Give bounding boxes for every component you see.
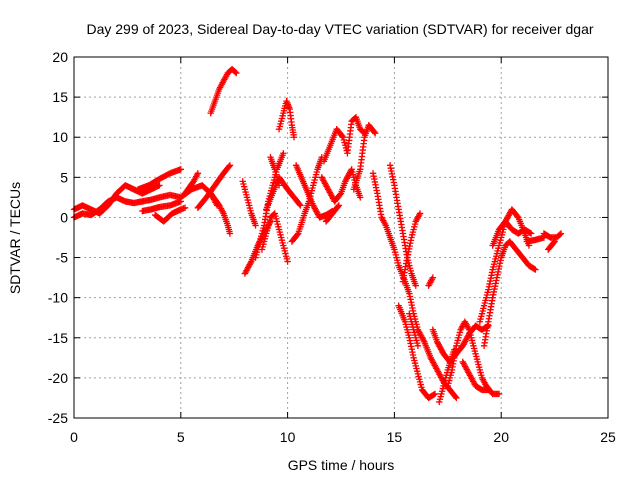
y-tick-label: 15: [52, 89, 68, 105]
data-point: [294, 231, 301, 238]
data-points: [70, 65, 565, 406]
data-point: [531, 265, 538, 273]
y-tick-label: -15: [48, 330, 68, 346]
data-point: [526, 229, 534, 237]
data-point: [551, 238, 558, 245]
data-point: [371, 128, 378, 136]
data-point: [275, 182, 283, 189]
x-axis-ticks: 0 5 10 15 20 25: [70, 57, 616, 445]
y-tick-label: -20: [48, 370, 68, 386]
data-point: [527, 230, 535, 237]
data-point: [280, 150, 287, 157]
data-point: [357, 194, 364, 201]
data-point: [177, 198, 184, 205]
plot-frame: [73, 56, 609, 419]
data-point: [156, 182, 163, 189]
data-point: [430, 391, 438, 398]
data-point: [284, 258, 291, 265]
y-tick-label: -25: [48, 410, 68, 426]
grid-lines: [74, 57, 608, 418]
data-point: [495, 390, 503, 398]
data-point: [431, 390, 439, 398]
data-point: [297, 202, 304, 209]
x-tick-label: 20: [493, 429, 509, 445]
x-axis-label: GPS time / hours: [288, 457, 395, 473]
chart-title: Day 299 of 2023, Sidereal Day-to-day VTE…: [86, 21, 593, 37]
data-point: [540, 234, 548, 241]
y-tick-label: 0: [60, 209, 68, 225]
x-tick-label: 10: [280, 429, 296, 445]
data-point: [334, 203, 342, 210]
data-point: [412, 282, 419, 289]
x-tick-label: 0: [70, 429, 78, 445]
y-tick-label: 5: [60, 169, 68, 185]
data-point: [414, 342, 422, 349]
data-point: [452, 393, 459, 400]
data-point: [339, 132, 346, 140]
y-tick-label: -10: [48, 290, 68, 306]
data-point: [335, 202, 343, 209]
y-tick-label: 10: [52, 129, 68, 145]
data-point: [556, 231, 564, 238]
data-point: [451, 346, 458, 354]
y-tick-label: -5: [56, 250, 69, 266]
data-point: [194, 170, 202, 177]
data-point: [225, 163, 233, 170]
data-point: [485, 386, 492, 394]
data-point: [226, 230, 234, 237]
data-point: [371, 130, 379, 137]
data-point: [557, 230, 565, 237]
data-point: [177, 166, 184, 173]
data-point: [252, 222, 259, 229]
data-point: [290, 134, 298, 141]
data-point: [532, 266, 539, 273]
data-point: [232, 68, 239, 76]
y-tick-label: 20: [52, 49, 68, 65]
data-point: [226, 162, 234, 169]
x-tick-label: 15: [387, 429, 403, 445]
data-point: [233, 69, 240, 77]
y-axis-label: SDTVAR / TECUs: [7, 182, 23, 294]
data-point: [453, 394, 460, 402]
data-point: [416, 210, 424, 217]
x-tick-label: 25: [600, 429, 616, 445]
data-point: [296, 201, 303, 208]
data-point: [181, 204, 189, 212]
data-point: [550, 239, 557, 246]
x-tick-label: 5: [177, 429, 185, 445]
data-point: [429, 274, 437, 281]
